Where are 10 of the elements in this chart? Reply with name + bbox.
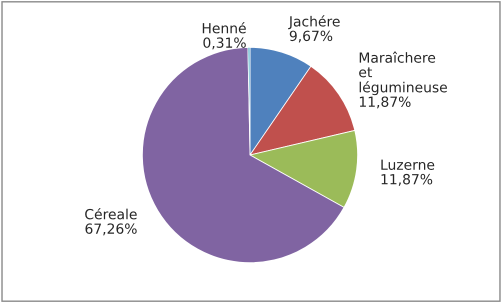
data-label: 0,31%	[203, 37, 246, 50]
slice-label: Céreale	[85, 208, 137, 220]
slice-label: Jachére	[288, 15, 340, 30]
slice-label: Maraîchere et légumineuse	[359, 52, 447, 96]
data-label: 9,67%	[290, 30, 332, 43]
data-label: 67,26%	[85, 223, 137, 236]
data-label: 11,87%	[382, 174, 432, 186]
slice-label: Luzerne	[381, 160, 434, 170]
slice-label: Henné	[202, 22, 246, 34]
data-label: 11,87%	[360, 96, 411, 108]
